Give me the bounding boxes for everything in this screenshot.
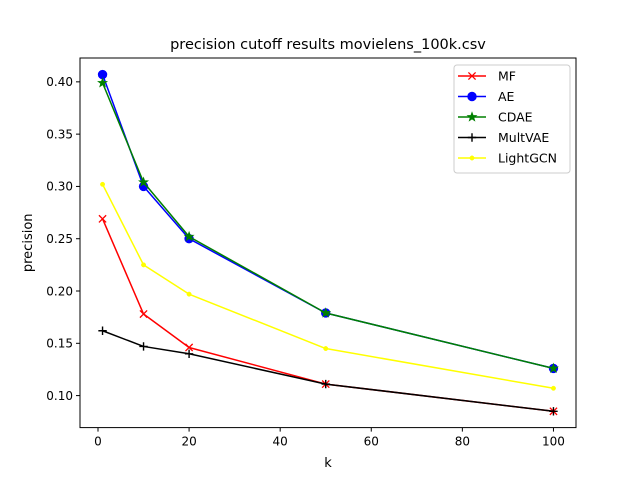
data-point-multvae (321, 379, 330, 389)
data-point-multvae (139, 342, 148, 351)
legend-label-cdae: CDAE (498, 110, 533, 125)
legend-item-multvae: MultVAE (458, 130, 549, 145)
data-point-mf (185, 343, 194, 352)
legend-item-mf: MF (458, 69, 516, 84)
legend-label-ae: AE (498, 89, 515, 104)
legend-marker-lightgcn (469, 155, 475, 161)
series-cdae (97, 77, 559, 374)
x-tick-label: 0 (94, 435, 102, 449)
y-tick-label: 0.15 (46, 337, 73, 351)
legend-box (453, 64, 571, 174)
series-line-multvae (102, 330, 554, 413)
data-point-cdae (97, 77, 109, 88)
y-tick-label: 0.35 (46, 127, 73, 141)
x-axis-label: k (324, 456, 332, 471)
legend-label-lightgcn: LightGCN (498, 151, 557, 166)
axes-frame (79, 57, 577, 429)
y-tick-label: 0.10 (46, 389, 73, 403)
y-axis-label: precision (21, 213, 36, 272)
x-tick-label: 80 (455, 435, 470, 449)
legend-marker-mf (467, 71, 477, 81)
data-point-mf (98, 214, 107, 223)
legend-label-mf: MF (498, 69, 516, 84)
y-tick-label: 0.30 (46, 180, 73, 194)
x-tick-label: 100 (542, 435, 565, 449)
series-multvae (98, 326, 558, 416)
legend-item-lightgcn: LightGCN (458, 151, 557, 166)
data-point-multvae (184, 349, 194, 358)
data-point-lightgcn (323, 346, 329, 351)
y-tick-label: 0.20 (46, 284, 73, 298)
data-point-lightgcn (141, 262, 146, 268)
x-tick-label: 40 (273, 435, 288, 449)
plot-area (97, 69, 559, 416)
data-point-cdae (320, 307, 332, 318)
data-point-cdae (547, 362, 559, 374)
x-tick-label: 60 (364, 435, 379, 449)
legend-item-ae: AE (458, 89, 515, 104)
data-point-multvae (549, 407, 558, 416)
chart-title: precision cutoff results movielens_100k.… (170, 37, 486, 53)
y-tick-label: 0.25 (46, 232, 73, 246)
legend: MF AE CDAE MultVAE LightGCN (453, 64, 571, 174)
x-tick-label: 20 (181, 435, 196, 449)
axis-ticks: 0 20 40 60 80 100 0.10 0.15 0.20 0.25 0.30 0.35 0.40 (46, 75, 565, 448)
legend-label-multvae: MultVAE (498, 130, 549, 145)
data-point-lightgcn (551, 385, 556, 391)
y-tick-label: 0.40 (46, 75, 73, 89)
data-point-multvae (98, 326, 107, 335)
legend-marker-multvae (467, 133, 477, 142)
data-point-mf (139, 309, 148, 319)
data-point-lightgcn (186, 291, 192, 297)
legend-marker-ae (467, 91, 477, 102)
data-point-lightgcn (100, 181, 105, 187)
legend-marker-cdae (466, 111, 478, 122)
data-point-cdae (138, 176, 150, 187)
data-point-cdae (183, 230, 195, 242)
legend-item-cdae: CDAE (458, 110, 533, 125)
series-lightgcn (100, 181, 556, 391)
